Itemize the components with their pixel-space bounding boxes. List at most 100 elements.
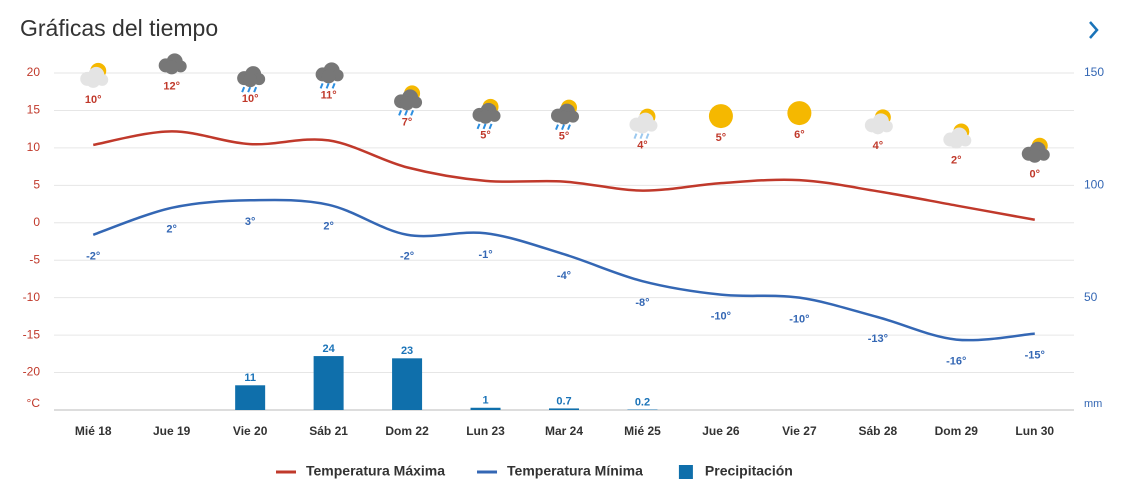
- icon-drop: [398, 109, 403, 116]
- bar: [470, 407, 501, 410]
- data-label: 2°: [166, 224, 177, 236]
- data-label: 11°: [321, 89, 337, 101]
- x-tick-label: Jue 19: [153, 424, 191, 438]
- icon-drop: [253, 86, 258, 93]
- weather-icon: [708, 104, 733, 129]
- weather-icon: [943, 123, 972, 149]
- icon-drop: [633, 133, 638, 139]
- bar: [313, 356, 344, 410]
- icon-sun: [708, 104, 733, 129]
- icon-cloud: [400, 96, 415, 111]
- data-label: -1°: [478, 249, 492, 261]
- data-label: 5°: [559, 130, 570, 142]
- x-tick-label: Lun 30: [1015, 424, 1054, 438]
- y-tick-label: 15: [27, 103, 41, 117]
- data-label: 5°: [480, 130, 491, 142]
- icon-drop: [645, 133, 650, 139]
- y2-tick-label: 150: [1084, 65, 1104, 79]
- data-label: -16°: [946, 356, 966, 368]
- x-tick-label: Sáb 21: [309, 424, 348, 438]
- data-label: 6°: [794, 129, 805, 141]
- x-tick-label: Vie 27: [782, 424, 817, 438]
- weather-icon: [315, 62, 344, 89]
- data-label: -8°: [635, 297, 649, 309]
- y-tick-label: 0: [33, 215, 40, 229]
- bar: [235, 385, 266, 410]
- data-label: 4°: [637, 139, 648, 151]
- data-label: -2°: [400, 251, 414, 263]
- icon-drop: [639, 133, 644, 139]
- legend-swatch: [678, 465, 693, 479]
- y2-axis-unit: mm: [1084, 398, 1102, 410]
- icon-drop: [331, 83, 336, 89]
- data-label: 2°: [951, 154, 962, 166]
- data-label: 3°: [245, 216, 256, 228]
- bar-label: 11: [244, 372, 256, 384]
- y-tick-label: 10: [27, 140, 41, 154]
- y-tick-label: -20: [23, 365, 41, 379]
- weather-icon: [472, 98, 501, 130]
- data-label: -13°: [868, 333, 888, 345]
- icon-cloud: [478, 109, 493, 124]
- data-label: 12°: [163, 80, 180, 92]
- icon-drop: [241, 86, 246, 93]
- icon-drop: [567, 124, 571, 130]
- line: [93, 130, 1035, 222]
- bar-label: 0.2: [635, 396, 650, 408]
- weather-icon: [551, 99, 579, 130]
- bar-label: 1: [482, 395, 488, 407]
- bar-label: 0.7: [556, 395, 571, 407]
- y-tick-label: -5: [29, 252, 40, 266]
- icon-drop: [555, 124, 559, 130]
- y2-tick-label: 100: [1084, 178, 1104, 192]
- weather-icon: [1021, 137, 1050, 163]
- icon-cloud: [557, 110, 571, 125]
- icon-cloud: [86, 73, 101, 88]
- bar-label: 23: [401, 345, 413, 357]
- y2-tick-label: 50: [1084, 290, 1098, 304]
- data-label: 10°: [85, 94, 102, 106]
- bar-label: 24: [322, 343, 335, 355]
- icon-drop: [325, 83, 330, 89]
- x-tick-label: Dom 29: [935, 424, 979, 438]
- y-tick-label: -10: [23, 290, 41, 304]
- data-label: 5°: [716, 132, 727, 144]
- data-label: 7°: [402, 116, 413, 128]
- weather-icon: [394, 85, 423, 116]
- weather-icon: [629, 108, 658, 139]
- data-label: 10°: [242, 93, 259, 105]
- x-tick-label: Sáb 28: [858, 424, 897, 438]
- bar: [549, 408, 579, 410]
- y-axis-unit: °C: [27, 396, 41, 410]
- data-label: 2°: [323, 221, 334, 233]
- data-label: -10°: [789, 314, 809, 326]
- data-label: -15°: [1025, 350, 1045, 362]
- legend-label: Temperatura Mínima: [507, 463, 643, 479]
- legend-label: Precipitación: [705, 463, 793, 479]
- icon-drop: [561, 124, 565, 130]
- bar: [392, 358, 423, 410]
- icon-cloud: [243, 73, 258, 88]
- data-label: -10°: [711, 311, 731, 323]
- icon-sun: [787, 101, 812, 126]
- icon-drop: [404, 109, 409, 116]
- weather-icon: [237, 66, 266, 93]
- data-label: 0°: [1030, 169, 1041, 181]
- x-tick-label: Mié 18: [75, 424, 112, 438]
- icon-drop: [476, 123, 481, 130]
- legend-label: Temperatura Máxima: [306, 463, 445, 479]
- next-chevron[interactable]: [1089, 21, 1099, 39]
- icon-drop: [488, 123, 493, 130]
- icon-cloud: [321, 69, 336, 84]
- y-tick-label: 20: [27, 65, 41, 79]
- data-label: 4°: [873, 140, 884, 152]
- icon-drop: [247, 86, 252, 93]
- icon-cloud: [635, 119, 650, 134]
- x-tick-label: Jue 26: [702, 424, 740, 438]
- icon-cloud: [164, 60, 179, 75]
- x-tick-label: Mar 24: [545, 424, 583, 438]
- icon-drop: [410, 109, 415, 116]
- data-label: -2°: [86, 251, 100, 263]
- y-tick-label: -15: [23, 327, 41, 341]
